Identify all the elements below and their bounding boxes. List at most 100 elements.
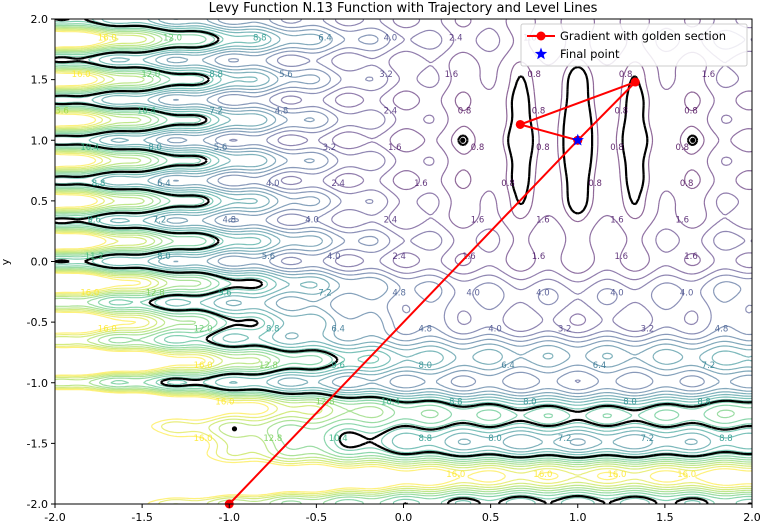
contour-value-label: 4.8 (392, 288, 406, 298)
contour-level (229, 19, 752, 384)
contour-level (155, 19, 752, 446)
contour-value-label: 0.8 (536, 143, 550, 153)
contour-value-label: 16.0 (677, 470, 696, 480)
contour-value-label: 2.4 (331, 179, 345, 189)
contour-value-label: 1.6 (532, 252, 546, 262)
contour-value-label: 0.8 (471, 143, 485, 153)
contour-value-label: 2.4 (384, 106, 398, 116)
x-tick-label: 0.0 (395, 511, 413, 524)
contour-value-label: 16.0 (194, 361, 213, 371)
y-tick-label: 1.0 (31, 134, 49, 147)
contour-value-label: 6.4 (318, 34, 332, 44)
contour-value-label: 7.2 (209, 106, 223, 116)
trajectory-point (515, 119, 525, 129)
contour-value-label: 0.8 (527, 70, 541, 80)
y-tick-label: 0.0 (31, 256, 49, 269)
contour-value-label: 7.2 (153, 216, 167, 226)
local-minimum-dot (460, 137, 466, 143)
contour-value-label: 0.8 (588, 179, 602, 189)
contour-value-label: 2.4 (449, 34, 463, 44)
contour-level (55, 23, 752, 504)
contour-value-label: 12.0 (141, 70, 160, 80)
contour-value-label: 0.8 (619, 70, 633, 80)
contour-value-label: 0.8 (615, 106, 629, 116)
contour-value-label: 6.4 (331, 325, 345, 335)
contour-value-label: 2.4 (392, 252, 406, 262)
contour-value-label: 16.0 (72, 70, 91, 80)
contour-value-label: 8.8 (719, 434, 733, 444)
contour-value-label: 1.6 (414, 179, 428, 189)
contour-value-label: 9.6 (331, 361, 345, 371)
legend-star-marker (534, 47, 548, 60)
contour-level (214, 19, 752, 391)
x-tick-label: 1.5 (656, 511, 674, 524)
y-tick-label: 1.5 (31, 74, 49, 87)
contour-value-label: 4.0 (488, 325, 502, 335)
contour-value-label: 8.8 (253, 34, 267, 44)
contour-value-label: 4.8 (715, 325, 729, 335)
contour-value-label: 3.2 (558, 325, 572, 335)
y-tick-label: 2.0 (31, 13, 49, 26)
contour-value-label: 4.8 (419, 325, 433, 335)
contour-value-label: 8.0 (488, 434, 502, 444)
contour-value-label: 8.8 (419, 434, 433, 444)
contour-value-label: 0.8 (684, 106, 698, 116)
contour-value-label: 11.2 (85, 252, 104, 262)
contour-value-label: 9.6 (87, 216, 101, 226)
local-minimum-dot (231, 426, 238, 432)
contour-value-label: 8.0 (148, 143, 162, 153)
y-axis: -2.0 -1.5 -1.0 -0.5 0.0 0.5 1.0 1.5 2.0 (27, 13, 55, 511)
contour-value-label: 16.0 (446, 470, 465, 480)
contour-value-label: 12.0 (194, 325, 213, 335)
contour-value-label: 4.0 (327, 252, 341, 262)
contour-value-label: 9.6 (218, 288, 232, 298)
contour-value-label: 0.8 (680, 179, 694, 189)
contour-value-label: 8.8 (449, 397, 463, 407)
x-tick-label: -1.0 (219, 511, 240, 524)
contour-value-label: 8.8 (266, 325, 280, 335)
contour-value-label: 12.8 (263, 434, 282, 444)
contour-value-label: 1.6 (684, 252, 698, 262)
y-axis-label: y (0, 258, 12, 265)
contour-value-label: 12.8 (259, 361, 278, 371)
contour-value-label: 4.8 (275, 106, 289, 116)
contour-value-label: 8.0 (157, 252, 171, 262)
contour-value-label: 1.6 (388, 143, 402, 153)
contour-value-label: 1.6 (536, 216, 550, 226)
contour-value-label: 4.8 (222, 216, 236, 226)
contour-value-label: 8.8 (209, 70, 223, 80)
legend-entry-final-point: Final point (560, 47, 620, 61)
contour-value-label: 10.4 (137, 106, 156, 116)
contour-value-label: 3.2 (323, 143, 337, 153)
chart-title: Levy Function N.13 Function with Traject… (209, 1, 598, 16)
contour-value-label: 4.0 (305, 216, 319, 226)
contour-value-label: 1.6 (676, 216, 690, 226)
x-tick-label: -0.5 (306, 511, 327, 524)
contour-value-label: 1.6 (615, 252, 629, 262)
y-tick-label: -1.5 (27, 437, 48, 450)
level-lines (55, 19, 752, 504)
y-tick-label: -2.0 (27, 498, 48, 511)
contour-level (450, 58, 705, 223)
trajectory (224, 77, 640, 509)
contour-value-label: 4.0 (536, 288, 550, 298)
contour-value-label: 10.4 (80, 143, 99, 153)
contour-value-label: 1.6 (702, 70, 716, 80)
x-axis: -2.0 -1.5 -1.0 -0.5 0.0 0.5 1.0 1.5 2.0 (44, 504, 761, 524)
contour-value-label: 5.6 (262, 252, 276, 262)
contour-value-label: 0.8 (610, 143, 624, 153)
contour-value-label: 1.6 (471, 216, 485, 226)
contour-value-label: 0.8 (501, 179, 515, 189)
contour-value-label: 12.0 (163, 34, 182, 44)
y-tick-label: -1.0 (27, 377, 48, 390)
contour-level (98, 19, 752, 453)
contour-value-label: 1.6 (610, 216, 624, 226)
contour-value-label: 0.8 (532, 106, 546, 116)
trajectory-point (630, 77, 640, 87)
contour-value-label: 0.8 (458, 106, 472, 116)
contour-value-label: 8.0 (523, 397, 537, 407)
contour-value-label: 1.6 (462, 252, 476, 262)
contour-value-label: 8.8 (697, 397, 711, 407)
contour-value-label: 7.2 (702, 361, 716, 371)
